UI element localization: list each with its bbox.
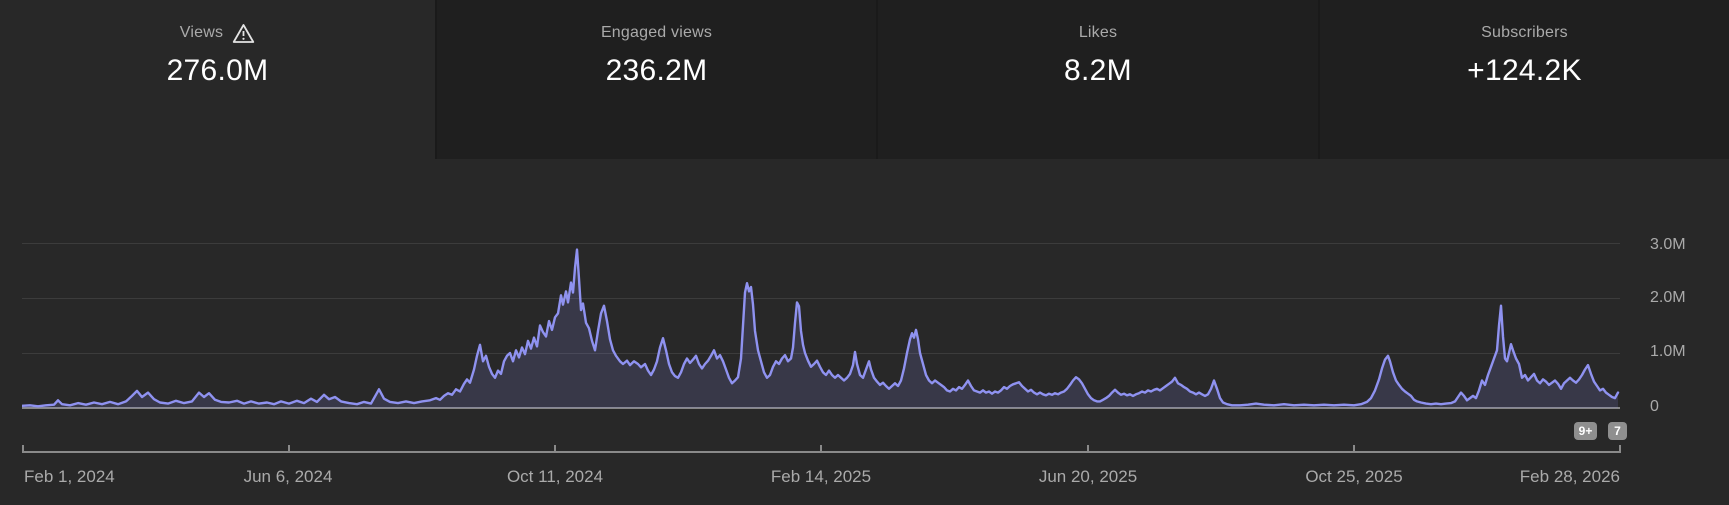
tab-subscribers-value: +124.2K xyxy=(1467,54,1582,87)
chart-zero-baseline xyxy=(22,407,1620,409)
tab-likes-value: 8.2M xyxy=(1064,54,1132,87)
x-axis-tick xyxy=(820,445,822,452)
y-axis-label-2m: 2.0M xyxy=(1650,289,1686,306)
warning-icon xyxy=(232,23,255,44)
gridline-3m xyxy=(22,243,1620,244)
x-axis-tick xyxy=(554,445,556,452)
y-axis-label-1m: 1.0M xyxy=(1650,343,1686,360)
x-axis-label-1: Jun 6, 2024 xyxy=(243,467,333,486)
chart-badge-9plus[interactable]: 9+ xyxy=(1574,422,1597,440)
tab-likes-label: Likes xyxy=(1078,24,1118,41)
x-axis-tick xyxy=(1619,445,1621,452)
x-axis-label-5: Oct 25, 2025 xyxy=(1305,467,1403,486)
x-axis-line xyxy=(22,451,1621,453)
y-axis-label-3m: 3.0M xyxy=(1650,236,1686,253)
x-axis-label-3: Feb 14, 2025 xyxy=(770,467,872,486)
tab-subscribers-label: Subscribers xyxy=(1481,24,1568,41)
tab-views-value: 276.0M xyxy=(166,54,269,87)
metric-tab-engaged-views[interactable]: Engaged views 236.2M xyxy=(435,0,876,159)
x-axis-label-4: Jun 20, 2025 xyxy=(1038,467,1138,486)
x-axis-tick xyxy=(22,445,24,452)
metric-tab-views[interactable]: Views 276.0M xyxy=(0,0,435,159)
x-axis-label-6: Feb 28, 2026 xyxy=(1519,467,1620,486)
gridline-2m xyxy=(22,298,1620,299)
views-area-chart[interactable] xyxy=(22,215,1620,415)
tab-views-label: Views xyxy=(179,24,224,41)
x-axis-tick xyxy=(1353,445,1355,452)
chart-badge-7[interactable]: 7 xyxy=(1608,422,1627,440)
x-axis-tick xyxy=(288,445,290,452)
metric-tab-likes[interactable]: Likes 8.2M xyxy=(876,0,1318,159)
tab-engaged-views-value: 236.2M xyxy=(605,54,708,87)
gridline-1m xyxy=(22,353,1620,354)
metric-tab-subscribers[interactable]: Subscribers +124.2K xyxy=(1318,0,1729,159)
x-axis-tick xyxy=(1087,445,1089,452)
chart-line xyxy=(22,248,1620,408)
y-axis-label-0: 0 xyxy=(1650,398,1659,415)
x-axis-label-2: Oct 11, 2024 xyxy=(506,467,604,486)
tab-engaged-views-label: Engaged views xyxy=(600,24,713,41)
chart-area-fill xyxy=(22,249,1618,408)
x-axis-label-0: Feb 1, 2024 xyxy=(24,467,115,486)
